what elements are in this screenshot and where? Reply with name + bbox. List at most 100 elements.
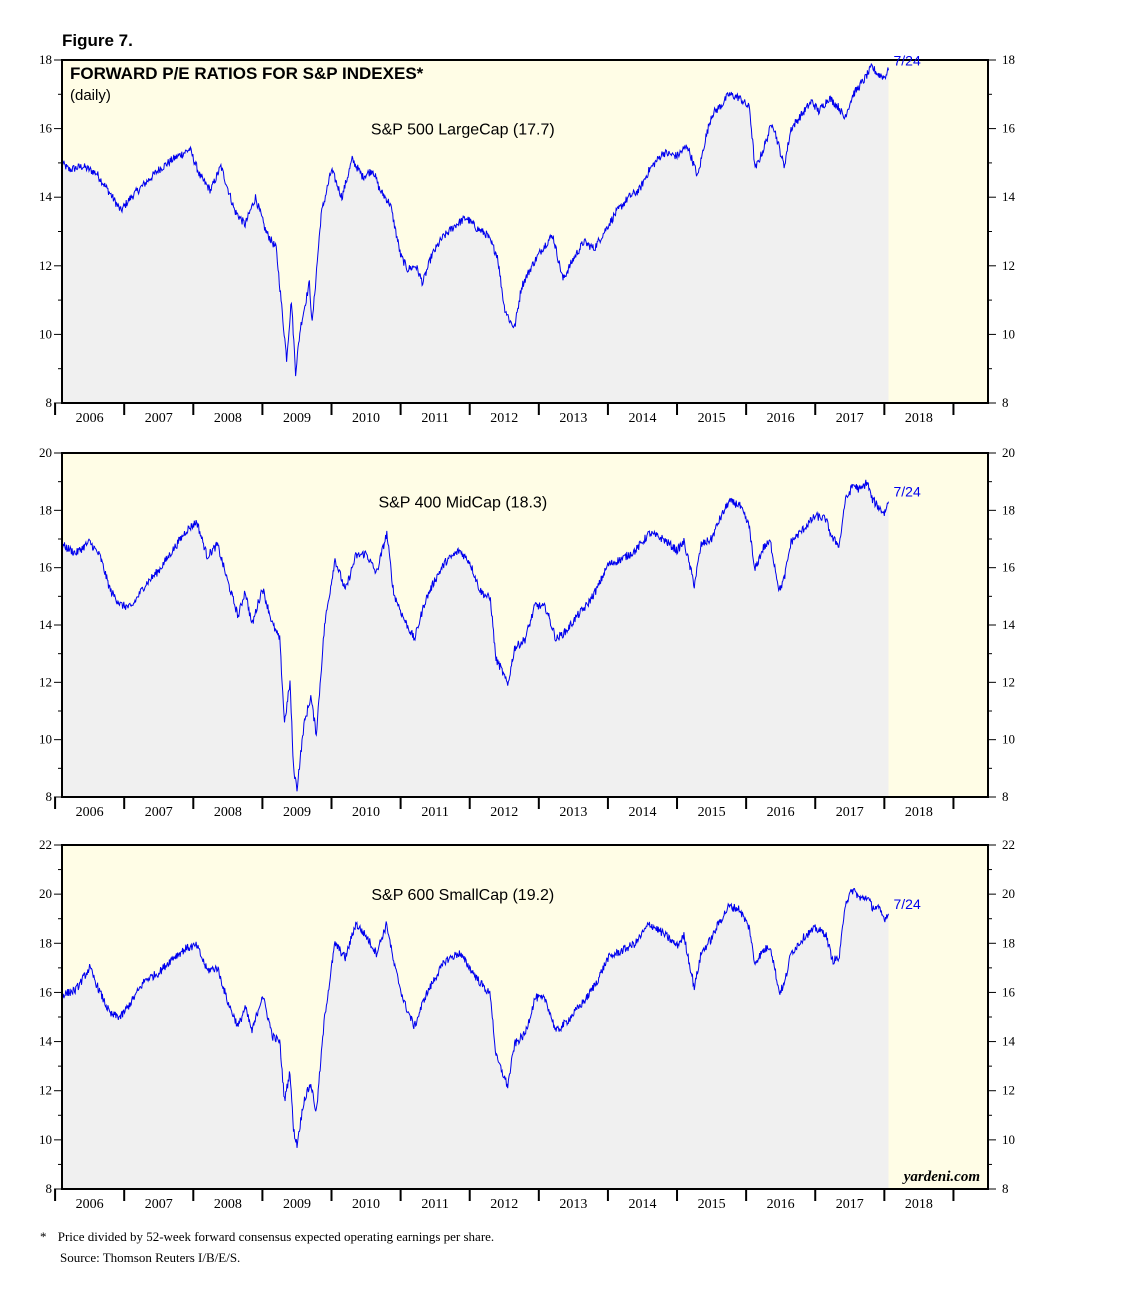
- x-year-label: 2007: [145, 1197, 173, 1212]
- y-tick-label-right: 12: [1002, 1083, 1015, 1098]
- x-year-label: 2014: [628, 1197, 656, 1212]
- x-year-label: 2017: [836, 411, 864, 426]
- x-year-label: 2011: [421, 805, 448, 820]
- series-label: S&P 400 MidCap (18.3): [378, 495, 547, 512]
- series-line: [61, 479, 889, 792]
- y-tick-label-left: 8: [46, 395, 53, 410]
- series-label: S&P 500 LargeCap (17.7): [371, 122, 555, 139]
- y-tick-label-right: 18: [1002, 502, 1015, 517]
- x-year-label: 2018: [905, 1197, 933, 1212]
- x-year-label: 2015: [698, 411, 726, 426]
- series-area-fill: [62, 888, 889, 1189]
- x-year-label: 2009: [283, 1197, 311, 1212]
- y-tick-label-left: 20: [39, 886, 52, 901]
- series-label: S&P 600 SmallCap (19.2): [371, 887, 554, 904]
- x-year-label: 2007: [145, 411, 173, 426]
- x-year-label: 2012: [490, 411, 518, 426]
- x-year-label: 2014: [628, 805, 656, 820]
- series-line: [61, 62, 889, 377]
- y-tick-label-right: 16: [1002, 984, 1016, 999]
- series-area-fill: [62, 64, 889, 403]
- end-date-label: 7/24: [893, 52, 920, 68]
- series-line: [61, 887, 889, 1148]
- x-year-label: 2010: [352, 805, 380, 820]
- y-tick-label-left: 8: [46, 1181, 53, 1196]
- y-tick-label-left: 16: [39, 560, 53, 575]
- x-year-label: 2018: [905, 411, 933, 426]
- y-tick-label-left: 18: [39, 935, 52, 950]
- x-year-label: 2016: [767, 1197, 795, 1212]
- footnote: * Price divided by 52-week forward conse…: [40, 1229, 494, 1245]
- end-date-label: 7/24: [893, 896, 920, 912]
- y-tick-label-left: 12: [39, 1083, 52, 1098]
- x-year-label: 2014: [628, 411, 656, 426]
- y-tick-label-left: 16: [39, 984, 53, 999]
- y-tick-label-right: 12: [1002, 258, 1015, 273]
- x-year-label: 2011: [421, 411, 448, 426]
- x-year-label: 2018: [905, 805, 933, 820]
- chart-midcap: 8 8 10 10 12 12 14 14 16 16 18 18 20 20 2006 2007 2008 20…: [39, 445, 1016, 820]
- y-tick-label-right: 20: [1002, 886, 1015, 901]
- y-tick-label-left: 16: [39, 121, 53, 136]
- footnote-marker: *: [40, 1229, 47, 1244]
- chart-subtitle: (daily): [70, 87, 111, 104]
- y-tick-label-right: 8: [1002, 789, 1009, 804]
- y-tick-label-left: 10: [39, 326, 52, 341]
- y-tick-label-left: 10: [39, 1132, 52, 1147]
- y-tick-label-right: 18: [1002, 52, 1015, 67]
- x-year-label: 2009: [283, 411, 311, 426]
- y-tick-label-right: 10: [1002, 326, 1015, 341]
- x-year-label: 2010: [352, 1197, 380, 1212]
- y-tick-label-left: 18: [39, 502, 52, 517]
- x-year-label: 2006: [76, 1197, 104, 1212]
- y-tick-label-right: 16: [1002, 121, 1016, 136]
- x-year-label: 2007: [145, 805, 173, 820]
- x-year-label: 2013: [559, 805, 587, 820]
- x-year-label: 2012: [490, 1197, 518, 1212]
- y-tick-label-left: 10: [39, 732, 52, 747]
- x-year-label: 2008: [214, 805, 242, 820]
- end-date-label: 7/24: [893, 484, 920, 500]
- x-year-label: 2016: [767, 805, 795, 820]
- series-area-fill: [62, 479, 889, 797]
- chart-largecap: 8 8 10 10 12 12 14 14 16 16 18 18 2006 2007 2008 2009 20…: [39, 52, 1016, 426]
- chart-title: FORWARD P/E RATIOS FOR S&P INDEXES*: [70, 64, 424, 83]
- x-year-label: 2013: [559, 411, 587, 426]
- y-tick-label-left: 20: [39, 445, 52, 460]
- y-tick-label-right: 22: [1002, 837, 1015, 852]
- x-year-label: 2008: [214, 1197, 242, 1212]
- figure-title: Figure 7.: [62, 31, 133, 50]
- x-year-label: 2012: [490, 805, 518, 820]
- y-tick-label-right: 20: [1002, 445, 1015, 460]
- x-year-label: 2009: [283, 805, 311, 820]
- chart-smallcap: 8 8 10 10 12 12 14 14 16 16 18 18 20 20 22 22 2006 2007 20…: [39, 837, 1016, 1212]
- source-note: Source: Thomson Reuters I/B/E/S.: [60, 1250, 241, 1265]
- footnote-text: Price divided by 52-week forward consens…: [57, 1229, 495, 1244]
- x-year-label: 2006: [76, 805, 104, 820]
- x-year-label: 2013: [559, 1197, 587, 1212]
- y-tick-label-right: 16: [1002, 560, 1016, 575]
- y-tick-label-right: 8: [1002, 1181, 1009, 1196]
- y-tick-label-left: 12: [39, 674, 52, 689]
- x-year-label: 2011: [421, 1197, 448, 1212]
- x-year-label: 2017: [836, 1197, 864, 1212]
- x-year-label: 2016: [767, 411, 795, 426]
- x-year-label: 2015: [698, 1197, 726, 1212]
- y-tick-label-left: 14: [39, 617, 53, 632]
- y-tick-label-right: 14: [1002, 1034, 1016, 1049]
- x-year-label: 2006: [76, 411, 104, 426]
- y-tick-label-left: 12: [39, 258, 52, 273]
- y-tick-label-left: 14: [39, 189, 53, 204]
- y-tick-label-right: 12: [1002, 674, 1015, 689]
- y-tick-label-right: 8: [1002, 395, 1009, 410]
- x-year-label: 2017: [836, 805, 864, 820]
- x-year-label: 2008: [214, 411, 242, 426]
- watermark-yardeni: yardeni.com: [902, 1169, 980, 1185]
- y-tick-label-right: 18: [1002, 935, 1015, 950]
- y-tick-label-left: 22: [39, 837, 52, 852]
- y-tick-label-right: 10: [1002, 1132, 1015, 1147]
- y-tick-label-left: 14: [39, 1034, 53, 1049]
- y-tick-label-right: 14: [1002, 617, 1016, 632]
- y-tick-label-right: 14: [1002, 189, 1016, 204]
- y-tick-label-right: 10: [1002, 732, 1015, 747]
